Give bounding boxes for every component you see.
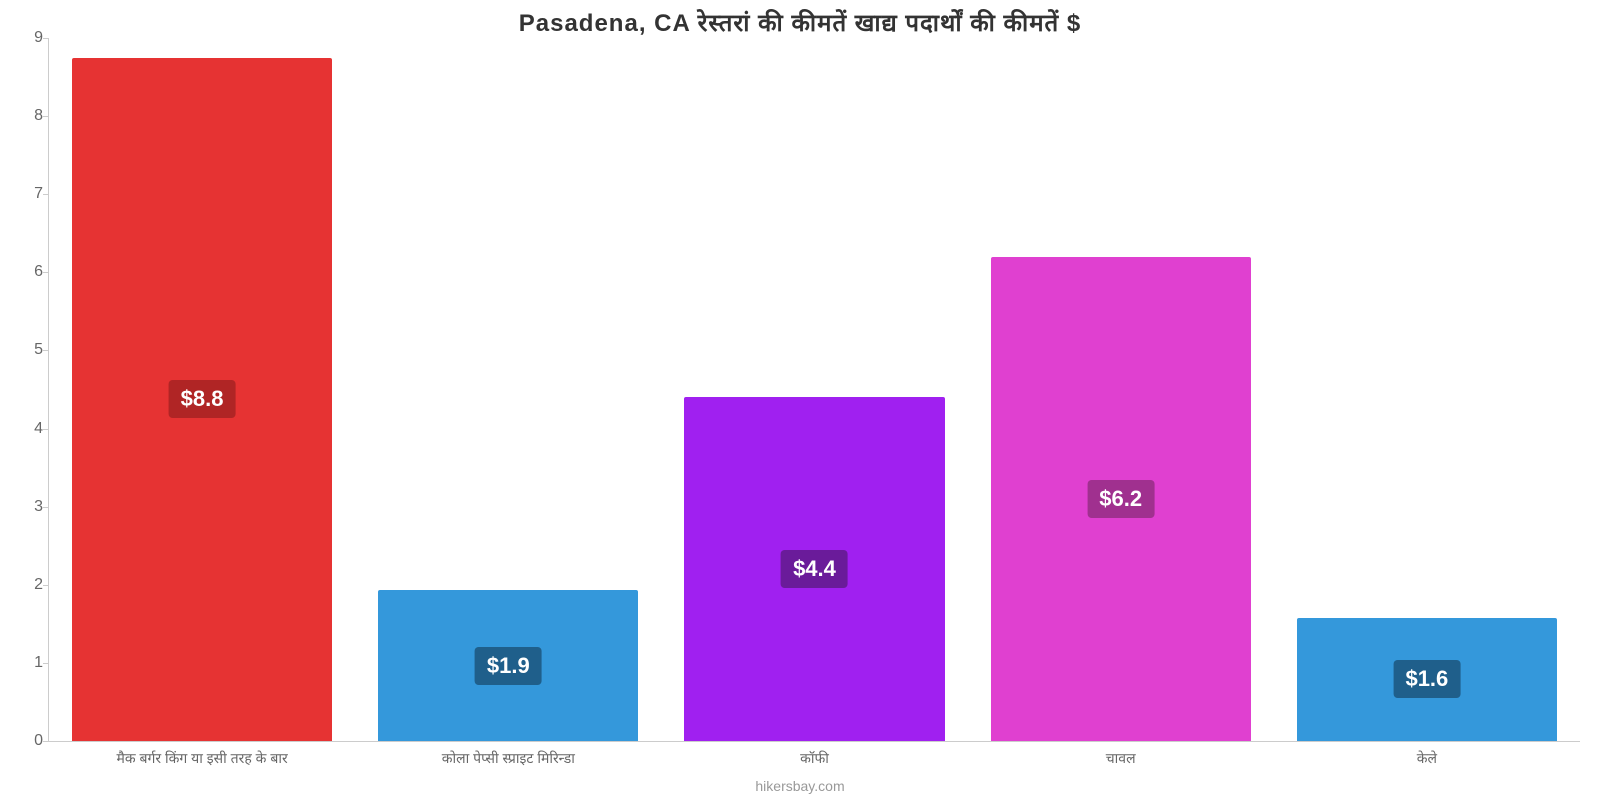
x-category-label: चावल [1106, 749, 1136, 768]
y-tick: 9 [19, 29, 43, 47]
bar-value-label: $1.6 [1393, 660, 1460, 698]
bar-value-label: $6.2 [1087, 480, 1154, 518]
x-category-label: कॉफी [800, 749, 829, 768]
y-tick: 3 [19, 498, 43, 516]
bar-value-label: $8.8 [169, 380, 236, 418]
y-tick: 0 [19, 732, 43, 750]
bar: $4.4 [684, 397, 944, 741]
y-tick: 2 [19, 576, 43, 594]
y-tick: 5 [19, 341, 43, 359]
bar: $8.8 [72, 58, 332, 741]
x-category-label: मैक बर्गर किंग या इसी तरह के बार [117, 749, 288, 768]
bar: $6.2 [991, 257, 1251, 741]
y-tick: 8 [19, 107, 43, 125]
y-tick: 1 [19, 654, 43, 672]
bar: $1.9 [378, 590, 638, 741]
bar: $1.6 [1297, 618, 1557, 741]
bar-value-label: $1.9 [475, 647, 542, 685]
y-tick: 6 [19, 263, 43, 281]
x-category-label: केले [1417, 749, 1437, 768]
y-tick: 7 [19, 185, 43, 203]
y-tick: 4 [19, 420, 43, 438]
x-category-label: कोला पेप्सी स्प्राइट मिरिन्डा [442, 749, 575, 768]
chart-area: 0123456789$8.8मैक बर्गर किंग या इसी तरह … [48, 38, 1580, 742]
bar-value-label: $4.4 [781, 550, 848, 588]
plot-region: 0123456789$8.8मैक बर्गर किंग या इसी तरह … [48, 38, 1580, 742]
chart-title: Pasadena, CA रेस्तरां की कीमतें खाद्य पद… [0, 0, 1600, 39]
attribution-text: hikersbay.com [0, 778, 1600, 794]
